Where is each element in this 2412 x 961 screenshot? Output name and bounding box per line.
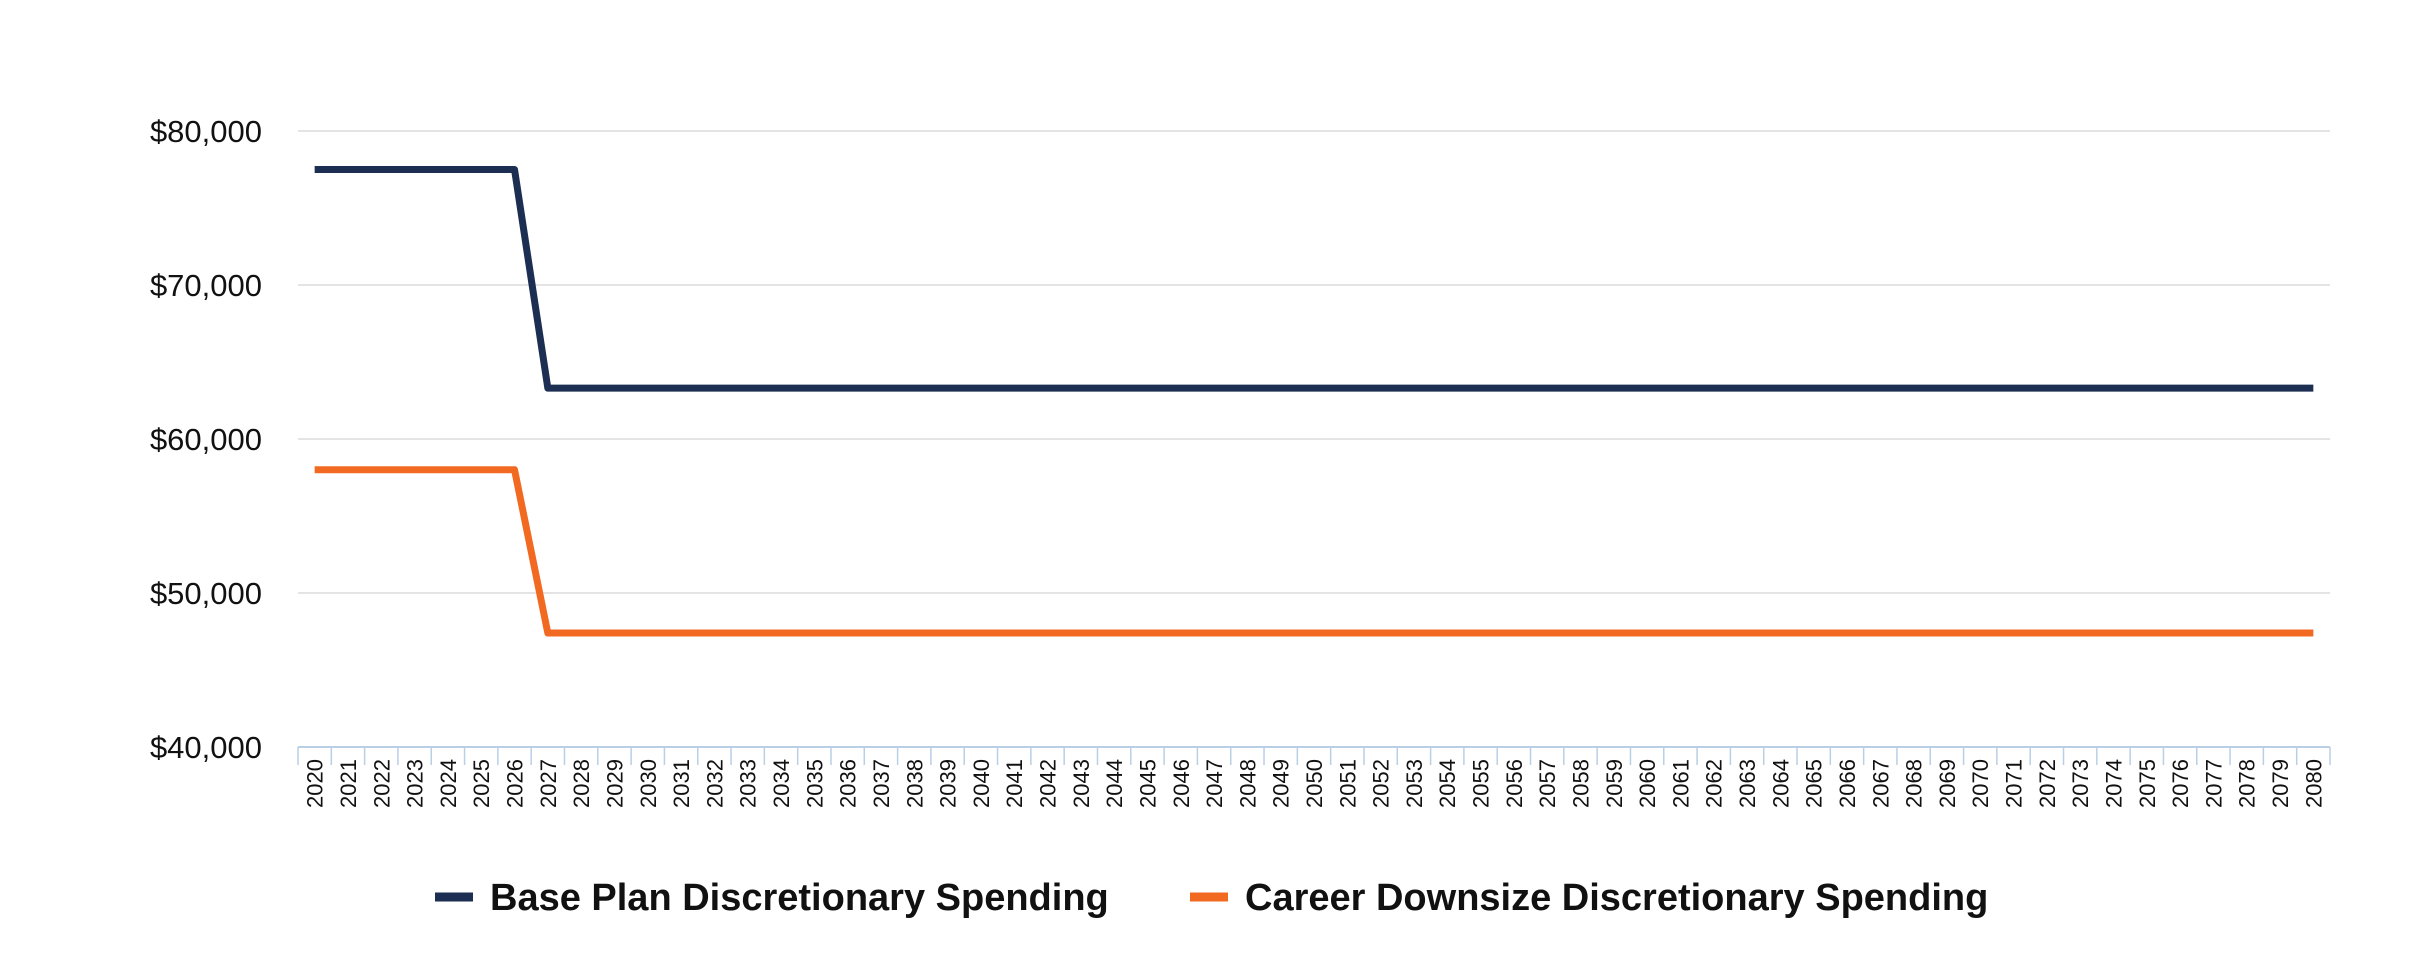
series-line-1 bbox=[314, 166, 2314, 392]
x-tick-label: 2067 bbox=[1868, 759, 1893, 808]
x-tick-label: 2077 bbox=[2201, 759, 2226, 808]
x-tick-label: 2061 bbox=[1668, 759, 1693, 808]
x-axis: 2020 2021 2022 2023 2024 2025 2026 2027 2028 2029… bbox=[297, 746, 2331, 808]
y-tick-label: $70,000 bbox=[150, 268, 262, 303]
x-tick-label: 2048 bbox=[1235, 759, 1260, 808]
x-tick-label: 2060 bbox=[1635, 759, 1660, 808]
x-tick-label: 2020 bbox=[303, 759, 328, 808]
x-tick-label: 2073 bbox=[2068, 759, 2093, 808]
x-tick-label: 2042 bbox=[1036, 759, 1061, 808]
series-line-2 bbox=[314, 466, 2314, 637]
x-tick-label: 2030 bbox=[636, 759, 661, 808]
x-tick-label: 2065 bbox=[1802, 759, 1827, 808]
x-tick-label: 2052 bbox=[1369, 759, 1394, 808]
y-tick-label: $40,000 bbox=[150, 730, 262, 765]
x-tick-label: 2035 bbox=[802, 759, 827, 808]
x-tick-label: 2039 bbox=[936, 759, 961, 808]
x-tick-label: 2044 bbox=[1102, 759, 1127, 808]
x-tick-label: 2072 bbox=[2035, 759, 2060, 808]
x-tick-label: 2022 bbox=[369, 759, 394, 808]
legend: Base Plan Discretionary Spending Career D… bbox=[435, 877, 1988, 919]
x-tick-label: 2046 bbox=[1169, 759, 1194, 808]
x-tick-label: 2036 bbox=[836, 759, 861, 808]
x-tick-label: 2080 bbox=[2301, 759, 2326, 808]
x-tick-label: 2076 bbox=[2168, 759, 2193, 808]
x-tick-label: 2058 bbox=[1568, 759, 1593, 808]
x-tick-label: 2033 bbox=[736, 759, 761, 808]
x-tick-label: 2031 bbox=[669, 759, 694, 808]
x-tick-label: 2057 bbox=[1535, 759, 1560, 808]
x-tick-label: 2050 bbox=[1302, 759, 1327, 808]
x-tick-label: 2023 bbox=[403, 759, 428, 808]
y-tick-label: $80,000 bbox=[150, 114, 262, 149]
x-tick-label: 2054 bbox=[1435, 759, 1460, 808]
x-tick-label: 2034 bbox=[769, 759, 794, 808]
x-tick-label: 2071 bbox=[2002, 759, 2027, 808]
x-tick-label: 2037 bbox=[869, 759, 894, 808]
x-tick-label: 2064 bbox=[1768, 759, 1793, 808]
x-tick-label: 2045 bbox=[1135, 759, 1160, 808]
x-tick-label: 2032 bbox=[702, 759, 727, 808]
series-lines bbox=[314, 166, 2314, 637]
x-tick-label: 2078 bbox=[2235, 759, 2260, 808]
x-tick-label: 2043 bbox=[1069, 759, 1094, 808]
x-tick-label: 2051 bbox=[1335, 759, 1360, 808]
x-tick-label: 2025 bbox=[469, 759, 494, 808]
x-tick-label: 2059 bbox=[1602, 759, 1627, 808]
gridlines bbox=[298, 130, 2330, 594]
legend-label-1: Base Plan Discretionary Spending bbox=[490, 877, 1109, 919]
x-tick-label: 2069 bbox=[1935, 759, 1960, 808]
x-tick-label: 2055 bbox=[1469, 759, 1494, 808]
x-tick-label: 2053 bbox=[1402, 759, 1427, 808]
x-tick-label: 2038 bbox=[902, 759, 927, 808]
x-tick-label: 2063 bbox=[1735, 759, 1760, 808]
x-tick-label: 2024 bbox=[436, 759, 461, 808]
x-tick-label: 2070 bbox=[1968, 759, 1993, 808]
x-tick-label: 2027 bbox=[536, 759, 561, 808]
x-tick-label: 2029 bbox=[602, 759, 627, 808]
x-tick-label: 2068 bbox=[1902, 759, 1927, 808]
x-tick-label: 2021 bbox=[336, 759, 361, 808]
x-tick-label: 2056 bbox=[1502, 759, 1527, 808]
y-axis: $40,000 $50,000 $60,000 $70,000 $80,000 bbox=[150, 114, 262, 765]
y-tick-label: $60,000 bbox=[150, 422, 262, 457]
x-tick-label: 2026 bbox=[503, 759, 528, 808]
x-tick-label: 2040 bbox=[969, 759, 994, 808]
x-tick-label: 2041 bbox=[1002, 759, 1027, 808]
x-tick-label: 2049 bbox=[1269, 759, 1294, 808]
x-tick-label: 2079 bbox=[2268, 759, 2293, 808]
x-tick-label: 2074 bbox=[2101, 759, 2126, 808]
x-tick-label: 2047 bbox=[1202, 759, 1227, 808]
y-tick-label: $50,000 bbox=[150, 576, 262, 611]
x-tick-label: 2075 bbox=[2135, 759, 2160, 808]
x-tick-label: 2028 bbox=[569, 759, 594, 808]
x-tick-label: 2066 bbox=[1835, 759, 1860, 808]
x-tick-label: 2062 bbox=[1702, 759, 1727, 808]
legend-label-2: Career Downsize Discretionary Spending bbox=[1245, 877, 1988, 919]
